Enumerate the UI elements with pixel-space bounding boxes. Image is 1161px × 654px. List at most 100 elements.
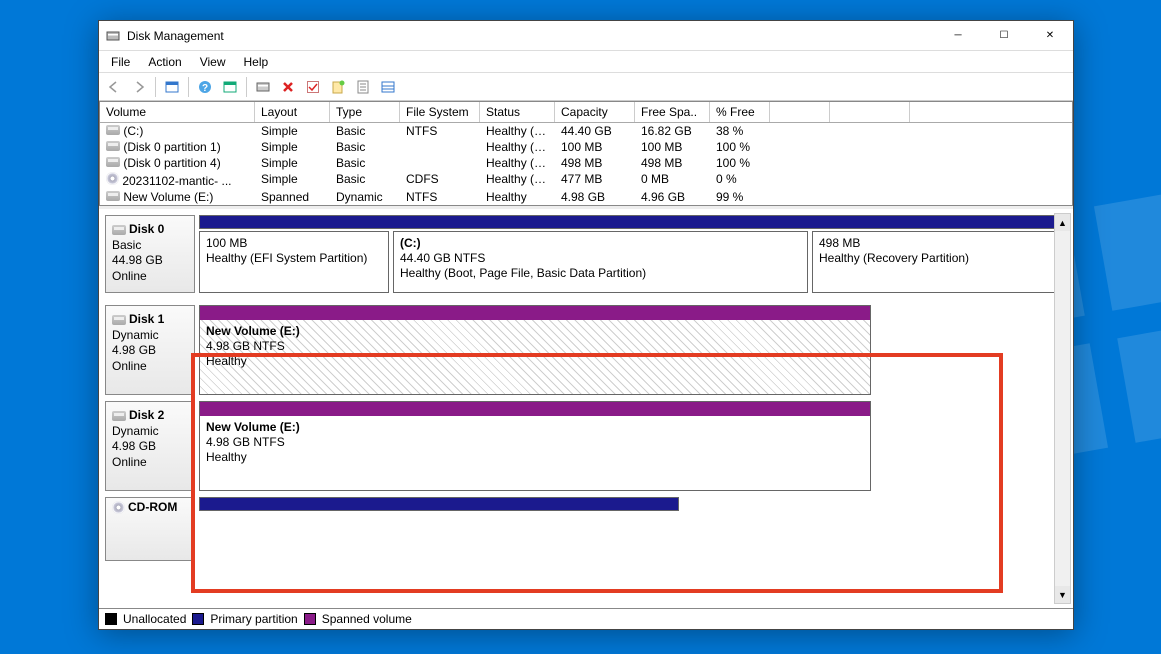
disk-0-partition-1[interactable]: (C:) 44.40 GB NTFS Healthy (Boot, Page F… — [393, 231, 808, 293]
cell-fs: CDFS — [400, 171, 480, 189]
new-button[interactable] — [327, 76, 349, 98]
cd-icon — [106, 172, 119, 185]
cell-pfree: 100 % — [710, 155, 770, 171]
legend-swatch-unallocated — [105, 613, 117, 625]
disk-0-partition-0[interactable]: 100 MB Healthy (EFI System Partition) — [199, 231, 389, 293]
col-capacity[interactable]: Capacity — [555, 102, 635, 122]
disk-2-label-panel[interactable]: Disk 2 Dynamic 4.98 GB Online — [105, 401, 195, 491]
volume-row[interactable]: (C:)SimpleBasicNTFSHealthy (B...44.40 GB… — [100, 123, 1072, 139]
list-button[interactable] — [377, 76, 399, 98]
cell-type: Basic — [330, 139, 400, 155]
part-title: (C:) — [400, 236, 421, 250]
app-icon — [105, 28, 121, 44]
cell-pfree: 100 % — [710, 139, 770, 155]
help-button[interactable]: ? — [194, 76, 216, 98]
col-free-space[interactable]: Free Spa.. — [635, 102, 710, 122]
col-blank-1[interactable] — [770, 102, 830, 122]
cell-status: Healthy (B... — [480, 123, 555, 139]
maximize-button[interactable]: ☐ — [981, 21, 1027, 51]
part-status: Healthy (Boot, Page File, Basic Data Par… — [400, 266, 801, 281]
col-layout[interactable]: Layout — [255, 102, 330, 122]
cell-capacity: 498 MB — [555, 155, 635, 171]
menu-help[interactable]: Help — [236, 53, 277, 71]
disk-graphical-view: Disk 0 Basic 44.98 GB Online 100 MB Heal… — [99, 206, 1073, 608]
scroll-down-button[interactable]: ▼ — [1055, 586, 1070, 603]
cell-status: Healthy (P... — [480, 171, 555, 189]
close-button[interactable]: ✕ — [1027, 21, 1073, 51]
cell-fs: NTFS — [400, 123, 480, 139]
volume-list-header: Volume Layout Type File System Status Ca… — [100, 102, 1072, 123]
cell-pfree: 99 % — [710, 189, 770, 205]
cell-volume: 20231102-mantic- ... — [100, 171, 255, 189]
disk-icon — [106, 191, 120, 201]
scroll-up-button[interactable]: ▲ — [1055, 214, 1070, 231]
volume-row[interactable]: (Disk 0 partition 1)SimpleBasicHealthy (… — [100, 139, 1072, 155]
cell-free: 100 MB — [635, 139, 710, 155]
forward-button[interactable] — [128, 76, 150, 98]
cell-capacity: 4.98 GB — [555, 189, 635, 205]
cell-fs: NTFS — [400, 189, 480, 205]
refresh-button[interactable] — [252, 76, 274, 98]
show-hide-console-tree-button[interactable] — [161, 76, 183, 98]
toolbar: ? — [99, 73, 1073, 101]
properties-button[interactable] — [352, 76, 374, 98]
disk-2-partition-0[interactable]: New Volume (E:) 4.98 GB NTFS Healthy — [199, 401, 871, 491]
part-size: 4.98 GB NTFS — [206, 435, 864, 450]
menu-action[interactable]: Action — [140, 53, 189, 71]
cell-layout: Simple — [255, 123, 330, 139]
part-size: 44.40 GB NTFS — [400, 251, 801, 266]
volume-row[interactable]: (Disk 0 partition 4)SimpleBasicHealthy (… — [100, 155, 1072, 171]
action-pane-button[interactable] — [219, 76, 241, 98]
cell-volume: (Disk 0 partition 1) — [100, 139, 255, 155]
disk-icon — [106, 125, 120, 135]
volume-list: Volume Layout Type File System Status Ca… — [99, 101, 1073, 206]
col-percent-free[interactable]: % Free — [710, 102, 770, 122]
back-button[interactable] — [103, 76, 125, 98]
cdrom-label-panel[interactable]: CD-ROM — [105, 497, 195, 561]
cell-layout: Simple — [255, 139, 330, 155]
cell-layout: Simple — [255, 171, 330, 189]
cell-volume: (C:) — [100, 123, 255, 139]
cell-capacity: 100 MB — [555, 139, 635, 155]
cell-layout: Simple — [255, 155, 330, 171]
disk-row-2: Disk 2 Dynamic 4.98 GB Online New Volume… — [105, 401, 1067, 491]
menu-view[interactable]: View — [192, 53, 234, 71]
cell-type: Basic — [330, 123, 400, 139]
disk-2-status: Online — [112, 455, 188, 471]
part-status: Healthy — [206, 354, 864, 369]
disk-1-label-panel[interactable]: Disk 1 Dynamic 4.98 GB Online — [105, 305, 195, 395]
cell-status: Healthy — [480, 189, 555, 205]
cell-free: 0 MB — [635, 171, 710, 189]
minimize-button[interactable]: ─ — [935, 21, 981, 51]
cell-fs — [400, 139, 480, 155]
partition-header-bar — [200, 402, 870, 416]
cell-free: 4.96 GB — [635, 189, 710, 205]
disk-0-size: 44.98 GB — [112, 253, 188, 269]
legend: Unallocated Primary partition Spanned vo… — [99, 608, 1073, 629]
disk-icon — [112, 315, 126, 325]
disk-row-0: Disk 0 Basic 44.98 GB Online 100 MB Heal… — [105, 215, 1067, 293]
disk-0-label-panel[interactable]: Disk 0 Basic 44.98 GB Online — [105, 215, 195, 293]
col-filesystem[interactable]: File System — [400, 102, 480, 122]
disk-2-size: 4.98 GB — [112, 439, 188, 455]
cell-status: Healthy (R... — [480, 155, 555, 171]
disk-icon — [106, 157, 120, 167]
approve-button[interactable] — [302, 76, 324, 98]
col-type[interactable]: Type — [330, 102, 400, 122]
volume-row[interactable]: New Volume (E:)SpannedDynamicNTFSHealthy… — [100, 189, 1072, 205]
disk-1-partition-0[interactable]: New Volume (E:) 4.98 GB NTFS Healthy — [199, 305, 871, 395]
vertical-scrollbar[interactable]: ▲ ▼ — [1054, 213, 1071, 604]
col-volume[interactable]: Volume — [100, 102, 255, 122]
delete-button[interactable] — [277, 76, 299, 98]
legend-label-spanned: Spanned volume — [322, 612, 412, 626]
legend-swatch-primary — [192, 613, 204, 625]
menu-file[interactable]: File — [103, 53, 138, 71]
volume-row[interactable]: 20231102-mantic- ...SimpleBasicCDFSHealt… — [100, 171, 1072, 189]
legend-label-primary: Primary partition — [210, 612, 297, 626]
col-status[interactable]: Status — [480, 102, 555, 122]
col-blank-2[interactable] — [830, 102, 910, 122]
cell-capacity: 44.40 GB — [555, 123, 635, 139]
cell-free: 498 MB — [635, 155, 710, 171]
disk-icon — [112, 411, 126, 421]
disk-0-partition-2[interactable]: 498 MB Healthy (Recovery Partition) — [812, 231, 1056, 293]
